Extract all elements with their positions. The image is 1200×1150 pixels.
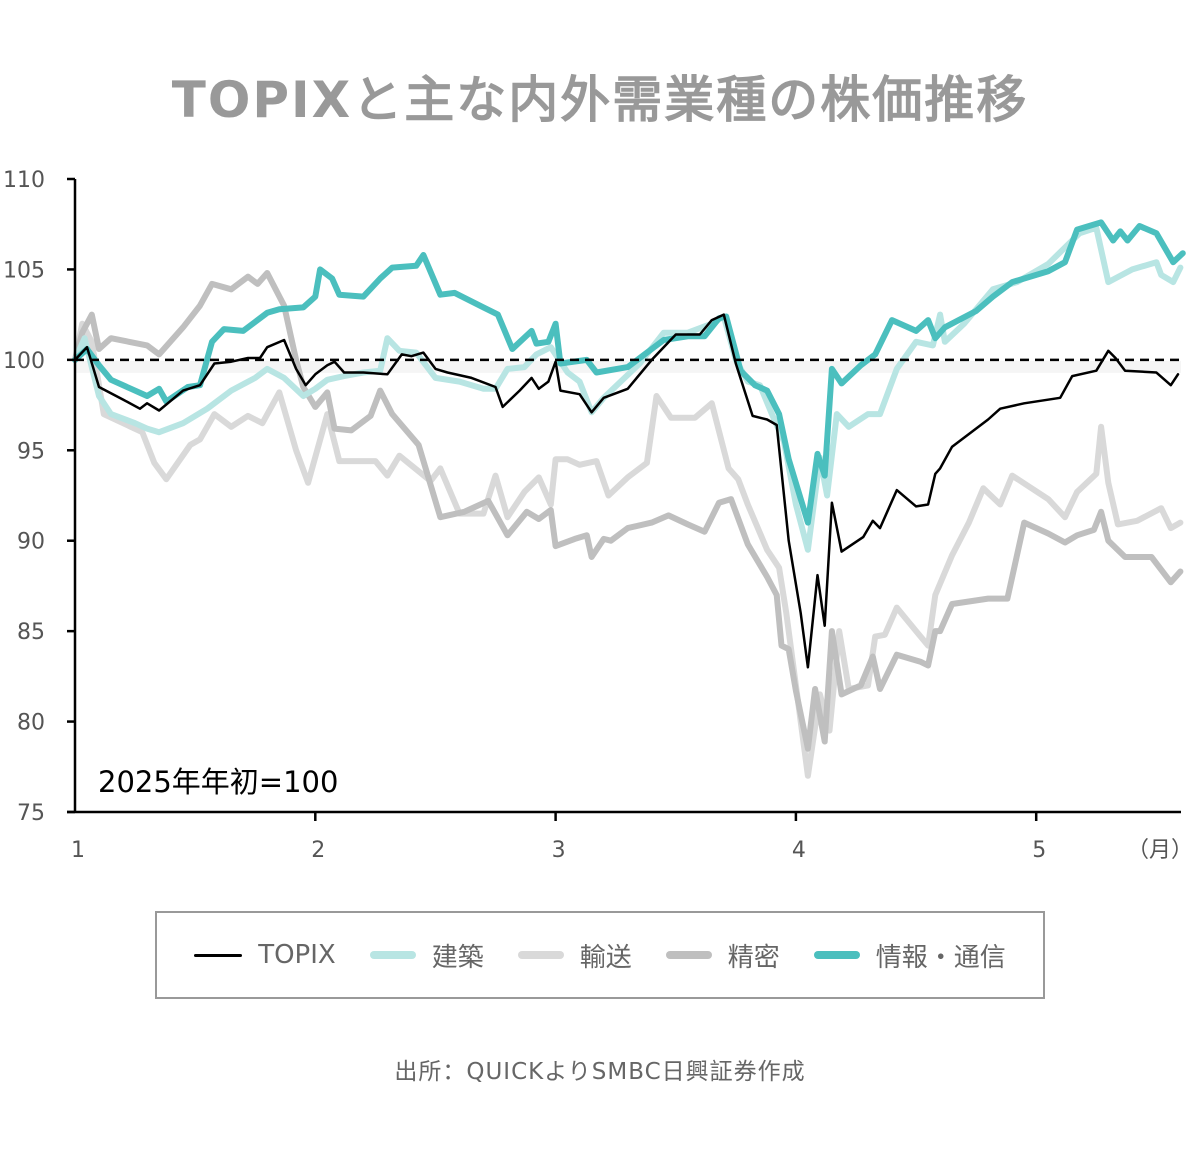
y-tick-label: 85 bbox=[17, 620, 45, 645]
baseline-annotation: 2025年年初=100 bbox=[98, 765, 338, 799]
x-tick-label: 1 bbox=[71, 838, 85, 863]
legend-item: 情報・通信 bbox=[813, 937, 1006, 974]
legend-item: TOPIX bbox=[194, 940, 336, 970]
y-tick-label: 90 bbox=[17, 530, 45, 555]
x-axis-unit-label: （月） bbox=[1127, 838, 1193, 863]
x-axis-ticks: 1 2 3 4 5 bbox=[71, 812, 1046, 863]
legend-label: 輸送 bbox=[579, 942, 632, 973]
y-tick-label: 80 bbox=[17, 711, 45, 736]
series-line-2 bbox=[72, 320, 1184, 779]
y-tick-label: 105 bbox=[3, 258, 45, 283]
line-chart: 75 80 85 90 95 100 105 110 1 2 3 4 5 2025年年初=100 （月… bbox=[3, 168, 1193, 863]
legend-swatch bbox=[517, 951, 564, 959]
y-tick-label: 110 bbox=[3, 168, 45, 193]
legend-swatch bbox=[194, 953, 243, 957]
series-line-1 bbox=[72, 224, 1184, 553]
legend-item: 建築 bbox=[369, 937, 484, 974]
legend-label: TOPIX bbox=[258, 940, 336, 970]
series-line-3 bbox=[72, 270, 1184, 752]
x-tick-label: 2 bbox=[311, 838, 325, 863]
axes-group bbox=[67, 179, 1181, 814]
legend-swatch bbox=[665, 951, 712, 959]
x-tick-label: 5 bbox=[1032, 838, 1046, 863]
series-line-0 bbox=[73, 313, 1180, 669]
source-note: 出所：QUICKよりSMBC日興証券作成 bbox=[394, 1059, 806, 1085]
y-axis-ticks: 75 80 85 90 95 100 105 110 bbox=[3, 168, 75, 826]
y-tick-label: 95 bbox=[17, 439, 45, 464]
series-group bbox=[72, 219, 1186, 779]
legend-item: 輸送 bbox=[517, 937, 632, 974]
series-line-4 bbox=[72, 219, 1186, 526]
y-tick-label: 75 bbox=[17, 801, 45, 826]
x-tick-label: 4 bbox=[792, 838, 806, 863]
legend-label: 建築 bbox=[431, 942, 484, 973]
x-tick-label: 3 bbox=[552, 838, 566, 863]
chart-title: TOPIXと主な内外需業種の株価推移 bbox=[171, 71, 1029, 129]
legend-swatch bbox=[813, 951, 860, 959]
legend: TOPIX 建築 輸送 精密 情報・通信 bbox=[155, 911, 1045, 999]
legend-item: 精密 bbox=[665, 937, 780, 974]
legend-swatch bbox=[369, 951, 416, 959]
y-tick-label: 100 bbox=[3, 349, 45, 374]
legend-label: 精密 bbox=[727, 942, 780, 973]
legend-label: 情報・通信 bbox=[875, 942, 1006, 973]
